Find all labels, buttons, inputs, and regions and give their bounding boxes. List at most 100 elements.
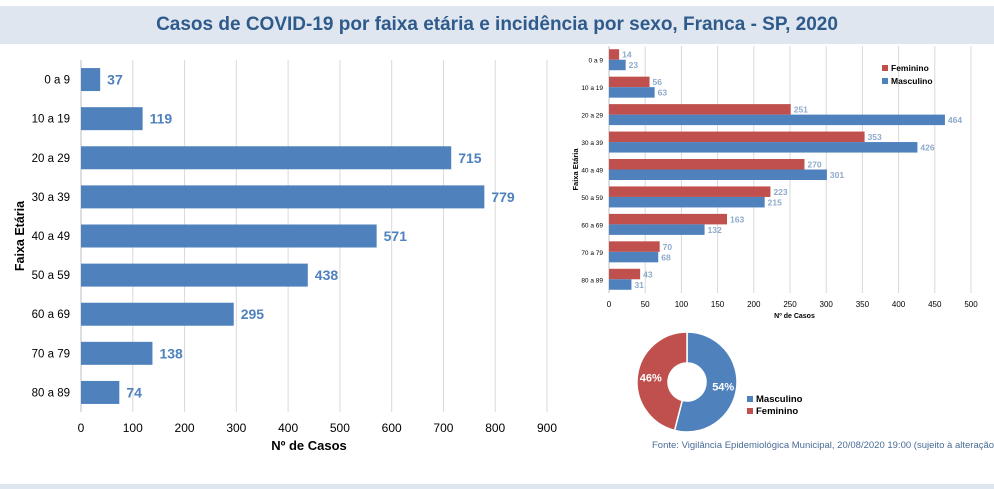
legend-label: Feminino <box>891 63 929 73</box>
x-tick-label: 300 <box>820 300 834 309</box>
bar <box>609 196 765 208</box>
x-axis-label: Nº de Casos <box>774 313 815 320</box>
x-axis-label: Nº de Casos <box>271 438 347 453</box>
data-label: 56 <box>653 77 663 87</box>
bar <box>609 169 827 180</box>
y-tick-label: 70 a 79 <box>32 348 70 360</box>
x-tick-label: 0 <box>78 421 85 435</box>
x-tick-label: 500 <box>964 300 978 309</box>
data-label: 138 <box>159 345 183 361</box>
pie-slice <box>636 331 688 432</box>
bar <box>81 341 153 365</box>
y-tick-label: 50 a 59 <box>581 195 603 202</box>
data-label: 270 <box>807 160 821 170</box>
y-tick-label: 50 a 59 <box>32 270 70 282</box>
data-label: 63 <box>658 88 668 98</box>
data-label: 163 <box>730 214 744 224</box>
y-tick-label: 10 a 19 <box>32 114 70 126</box>
bar <box>609 76 650 88</box>
data-label: 295 <box>241 306 265 322</box>
legend-label: Masculino <box>756 394 803 405</box>
data-label: 119 <box>150 111 173 127</box>
data-label: 43 <box>643 269 653 279</box>
bar <box>81 146 452 170</box>
data-label: 251 <box>794 105 808 115</box>
x-tick-label: 300 <box>226 421 246 435</box>
data-label: 74 <box>126 384 142 400</box>
legend-label: Masculino <box>891 76 933 86</box>
data-label: 353 <box>868 132 882 142</box>
bar <box>609 279 632 290</box>
data-label: 215 <box>768 197 782 207</box>
footer-bar <box>0 484 994 489</box>
y-tick-label: 40 a 49 <box>581 168 603 175</box>
data-label: 68 <box>661 252 671 262</box>
bar <box>609 131 865 143</box>
x-tick-label: 350 <box>856 300 870 309</box>
x-tick-label: 900 <box>537 421 557 435</box>
data-label: 132 <box>708 225 722 235</box>
pie-label: 46% <box>640 372 662 384</box>
bar <box>81 185 485 209</box>
x-tick-label: 400 <box>892 300 906 309</box>
bar <box>609 251 659 263</box>
bar <box>81 263 308 287</box>
x-tick-label: 0 <box>607 300 612 309</box>
y-tick-label: 40 a 49 <box>32 231 70 243</box>
source-note: Fonte: Vigilância Epidemiológica Municip… <box>652 440 994 451</box>
bar <box>609 186 771 197</box>
bar <box>81 302 234 326</box>
y-tick-label: 30 a 39 <box>32 192 70 204</box>
y-tick-label: 0 a 9 <box>44 75 70 87</box>
data-label: 438 <box>315 267 339 283</box>
bar <box>81 68 101 92</box>
title-bar: Casos de COVID-19 por faixa etária e inc… <box>0 6 994 44</box>
legend-swatch <box>882 78 888 84</box>
x-tick-label: 400 <box>278 421 298 435</box>
bar <box>609 241 660 252</box>
x-tick-label: 600 <box>382 421 402 435</box>
y-tick-label: 80 a 89 <box>32 387 70 399</box>
y-tick-label: 20 a 29 <box>32 153 70 165</box>
y-axis-label: Faixa Etária <box>571 148 580 191</box>
data-label: 779 <box>491 189 515 205</box>
y-axis-label: Faixa Etária <box>13 200 27 271</box>
y-tick-label: 60 a 69 <box>581 222 603 229</box>
bar <box>609 213 728 225</box>
bar <box>609 49 620 60</box>
x-tick-label: 700 <box>433 421 453 435</box>
bar <box>609 104 791 115</box>
legend-swatch <box>747 408 753 414</box>
bar <box>609 114 945 126</box>
x-tick-label: 50 <box>641 300 650 309</box>
y-tick-label: 0 a 9 <box>589 58 604 65</box>
data-label: 301 <box>830 170 844 180</box>
data-label: 23 <box>629 60 639 70</box>
x-tick-label: 100 <box>675 300 689 309</box>
pie-label: 54% <box>712 382 734 394</box>
legend-swatch <box>747 396 753 402</box>
data-label: 223 <box>773 187 787 197</box>
data-label: 37 <box>107 72 123 88</box>
y-tick-label: 20 a 29 <box>581 113 603 120</box>
bar <box>81 107 143 131</box>
data-label: 571 <box>384 228 408 244</box>
bar <box>609 59 626 71</box>
bar <box>609 142 918 153</box>
bar <box>609 268 641 280</box>
data-label: 715 <box>458 150 482 166</box>
data-label: 14 <box>622 50 632 60</box>
page-title: Casos de COVID-19 por faixa etária e inc… <box>156 14 838 35</box>
data-label: 70 <box>663 242 673 252</box>
legend-swatch <box>882 65 888 71</box>
x-tick-label: 200 <box>747 300 761 309</box>
bar <box>81 224 377 248</box>
legend-label: Feminino <box>756 406 798 417</box>
x-tick-label: 250 <box>783 300 797 309</box>
x-tick-label: 500 <box>330 421 350 435</box>
x-tick-label: 450 <box>928 300 942 309</box>
bar <box>609 159 805 170</box>
pie-slice <box>673 331 738 433</box>
bar <box>609 87 655 98</box>
